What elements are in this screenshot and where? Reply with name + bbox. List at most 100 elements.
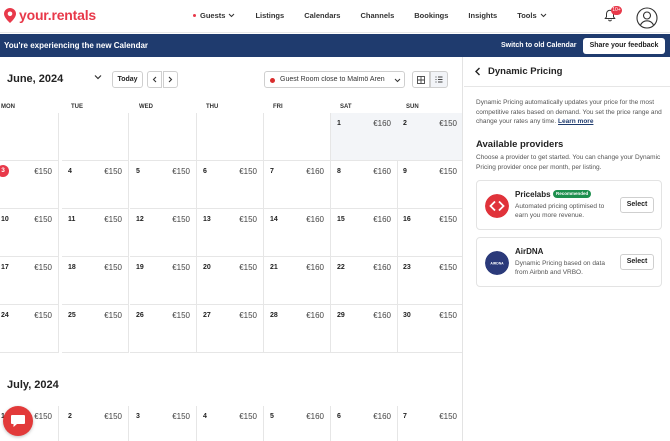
- calendar-day-cell[interactable]: 18 €150: [62, 257, 129, 305]
- switch-old-calendar-link[interactable]: Switch to old Calendar: [501, 42, 577, 49]
- empty-day-cell: [0, 113, 59, 161]
- nightly-price: €160: [306, 263, 324, 272]
- empty-day-cell: [130, 113, 197, 161]
- calendar-day-cell[interactable]: 9 €150: [397, 161, 462, 209]
- new-calendar-banner: You're experiencing the new Calendar Swi…: [0, 34, 670, 57]
- nav-listings[interactable]: Listings: [255, 11, 284, 20]
- provider-card-pricelabs: Pricelabs Recommended Automated pricing …: [476, 180, 662, 230]
- calendar-day-cell[interactable]: 5 €160: [264, 406, 331, 441]
- share-feedback-button[interactable]: Share your feedback: [583, 38, 665, 54]
- calendar-day-cell[interactable]: 6 €150: [197, 161, 264, 209]
- nav-bookings[interactable]: Bookings: [414, 11, 448, 20]
- day-number: 11: [68, 216, 76, 223]
- chevron-left-icon: [152, 76, 157, 83]
- day-number: 12: [136, 216, 144, 223]
- chevron-right-icon: [168, 76, 173, 83]
- calendar-day-cell[interactable]: 26 €150: [130, 305, 197, 353]
- nav-guests[interactable]: Guests: [193, 11, 235, 20]
- calendar-day-cell[interactable]: 4 €150: [197, 406, 264, 441]
- weekday-label: SUN: [406, 104, 419, 110]
- day-number: 26: [136, 312, 144, 319]
- next-month-button[interactable]: [163, 71, 178, 88]
- nav-tools[interactable]: Tools: [517, 11, 546, 20]
- calendar-day-cell[interactable]: 3 €150: [0, 161, 59, 209]
- calendar-day-cell[interactable]: 28 €160: [264, 305, 331, 353]
- calendar-day-cell[interactable]: 23 €150: [397, 257, 462, 305]
- day-number: 21: [270, 264, 278, 271]
- nightly-price: €160: [306, 167, 324, 176]
- calendar-day-cell[interactable]: 13 €150: [197, 209, 264, 257]
- nav-insights[interactable]: Insights: [468, 11, 497, 20]
- panel-header: Dynamic Pricing: [464, 57, 670, 87]
- day-number: 17: [1, 264, 9, 271]
- today-button[interactable]: Today: [112, 71, 143, 88]
- day-number: 1: [1, 413, 5, 420]
- calendar-day-cell[interactable]: 29 €160: [331, 305, 398, 353]
- chat-button[interactable]: [3, 406, 33, 436]
- nightly-price: €150: [239, 215, 257, 224]
- calendar-day-cell[interactable]: 5 €150: [130, 161, 197, 209]
- dynamic-pricing-panel: Dynamic Pricing Dynamic Pricing automati…: [464, 57, 670, 441]
- user-avatar-icon[interactable]: [636, 7, 658, 29]
- chevron-down-icon[interactable]: [94, 74, 102, 80]
- day-number: 4: [203, 413, 207, 420]
- nightly-price: €150: [104, 167, 122, 176]
- main-menu: Guests Listings Calendars Channels Booki…: [193, 11, 567, 20]
- back-arrow-icon[interactable]: [474, 67, 481, 76]
- calendar-day-cell[interactable]: 24 €150: [0, 305, 59, 353]
- list-view-button[interactable]: [430, 71, 448, 88]
- nightly-price: €150: [104, 311, 122, 320]
- nightly-price: €150: [34, 311, 52, 320]
- calendar-day-cell[interactable]: 8 €160: [331, 161, 398, 209]
- nightly-price: €160: [373, 311, 391, 320]
- nightly-price: €160: [373, 412, 391, 421]
- calendar-day-cell[interactable]: 15 €160: [331, 209, 398, 257]
- calendar-day-cell[interactable]: 2 €150: [62, 406, 129, 441]
- day-number: 2: [403, 120, 407, 127]
- today-day-number: 3: [0, 165, 9, 177]
- calendar-day-cell[interactable]: 21 €160: [264, 257, 331, 305]
- calendar-day-cell[interactable]: 10 €150: [0, 209, 59, 257]
- nav-channels[interactable]: Channels: [360, 11, 394, 20]
- calendar-day-cell[interactable]: 7 €150: [397, 406, 462, 441]
- nightly-price: €150: [439, 215, 457, 224]
- calendar-day-cell[interactable]: 25 €150: [62, 305, 129, 353]
- calendar-day-cell[interactable]: 14 €160: [264, 209, 331, 257]
- calendar-day-cell[interactable]: 1 €160: [331, 113, 398, 161]
- calendar-day-cell[interactable]: 12 €150: [130, 209, 197, 257]
- nightly-price: €160: [306, 311, 324, 320]
- calendar-day-cell[interactable]: 3 €150: [130, 406, 197, 441]
- pricelabs-logo-icon: [485, 194, 509, 218]
- nav-calendars[interactable]: Calendars: [304, 11, 340, 20]
- calendar-day-cell[interactable]: 1 €150: [0, 406, 59, 441]
- calendar-day-cell[interactable]: 30 €150: [397, 305, 462, 353]
- calendar-day-cell[interactable]: 2 €150: [397, 113, 462, 161]
- panel-description: Dynamic Pricing automatically updates yo…: [476, 98, 662, 127]
- brand-logo[interactable]: your.rentals: [4, 7, 96, 23]
- grid-view-button[interactable]: [412, 71, 430, 88]
- calendar-day-cell[interactable]: 7 €160: [264, 161, 331, 209]
- day-number: 2: [68, 413, 72, 420]
- day-number: 6: [203, 168, 207, 175]
- nav-listings-label: Listings: [255, 11, 285, 20]
- previous-month-button[interactable]: [147, 71, 162, 88]
- calendar-day-cell[interactable]: 22 €160: [331, 257, 398, 305]
- calendar-day-cell[interactable]: 11 €150: [62, 209, 129, 257]
- calendar-day-cell[interactable]: 20 €150: [197, 257, 264, 305]
- calendar-day-cell[interactable]: 19 €150: [130, 257, 197, 305]
- select-pricelabs-button[interactable]: Select: [620, 197, 654, 213]
- room-select[interactable]: Guest Room close to Malmö Arena: [264, 71, 405, 88]
- select-airdna-button[interactable]: Select: [620, 254, 654, 270]
- calendar-day-cell[interactable]: 6 €160: [331, 406, 398, 441]
- location-pin-icon: [4, 7, 16, 23]
- nightly-price: €150: [34, 215, 52, 224]
- calendar-day-cell[interactable]: 4 €150: [62, 161, 129, 209]
- chevron-down-icon: [394, 78, 401, 83]
- calendar-day-cell[interactable]: 17 €150: [0, 257, 59, 305]
- next-month-title: July, 2024: [7, 379, 59, 391]
- nightly-price: €150: [239, 167, 257, 176]
- nightly-price: €150: [239, 263, 257, 272]
- calendar-day-cell[interactable]: 27 €150: [197, 305, 264, 353]
- learn-more-link[interactable]: Learn more: [558, 118, 594, 125]
- calendar-day-cell[interactable]: 16 €150: [397, 209, 462, 257]
